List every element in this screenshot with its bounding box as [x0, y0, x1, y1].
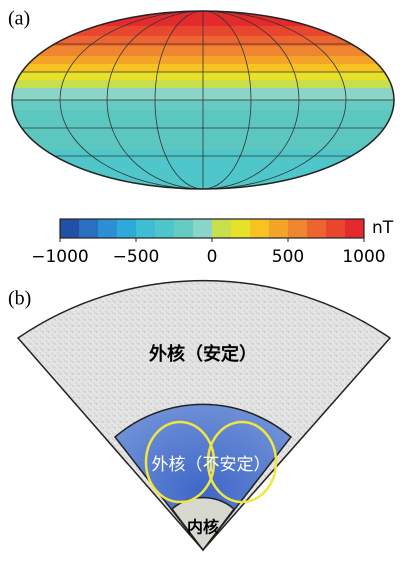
panel-label: (a)	[8, 8, 30, 30]
colorbar-segment	[98, 219, 117, 238]
colorbar-segment	[60, 219, 79, 238]
figure: (a) −1000 −500 0 500 1000 nT (b) 外核（安定） 外核（不…	[0, 0, 406, 557]
panel-label: (b)	[8, 288, 31, 310]
colorbar-segment	[79, 219, 98, 238]
colorbar-segment	[117, 219, 136, 238]
colorbar-segment	[193, 219, 212, 238]
colorbar: −1000 −500 0 500 1000	[31, 219, 385, 267]
region-label: 外核（安定）	[149, 343, 257, 365]
colorbar-segment	[307, 219, 326, 238]
tick-label: 0	[207, 247, 218, 267]
tick-label: 1000	[342, 247, 385, 267]
colorbar-segment	[174, 219, 193, 238]
tick-label: −1000	[31, 247, 89, 267]
colorbar-segment	[155, 219, 174, 238]
colorbar-unit: nT	[372, 218, 394, 238]
colorbar-segment	[326, 219, 345, 238]
tick-label: −500	[113, 247, 160, 267]
region-label: 内核	[187, 518, 219, 537]
colorbar-segment	[345, 219, 364, 238]
region-label: 外核（不安定）	[152, 455, 271, 475]
colorbar-segment	[269, 219, 288, 238]
tick-label: 500	[272, 247, 304, 267]
colorbar-segment	[231, 219, 250, 238]
colorbar-segment	[288, 219, 307, 238]
colorbar-segment	[250, 219, 269, 238]
colorbar-segment	[212, 219, 231, 238]
colorbar-segment	[136, 219, 155, 238]
